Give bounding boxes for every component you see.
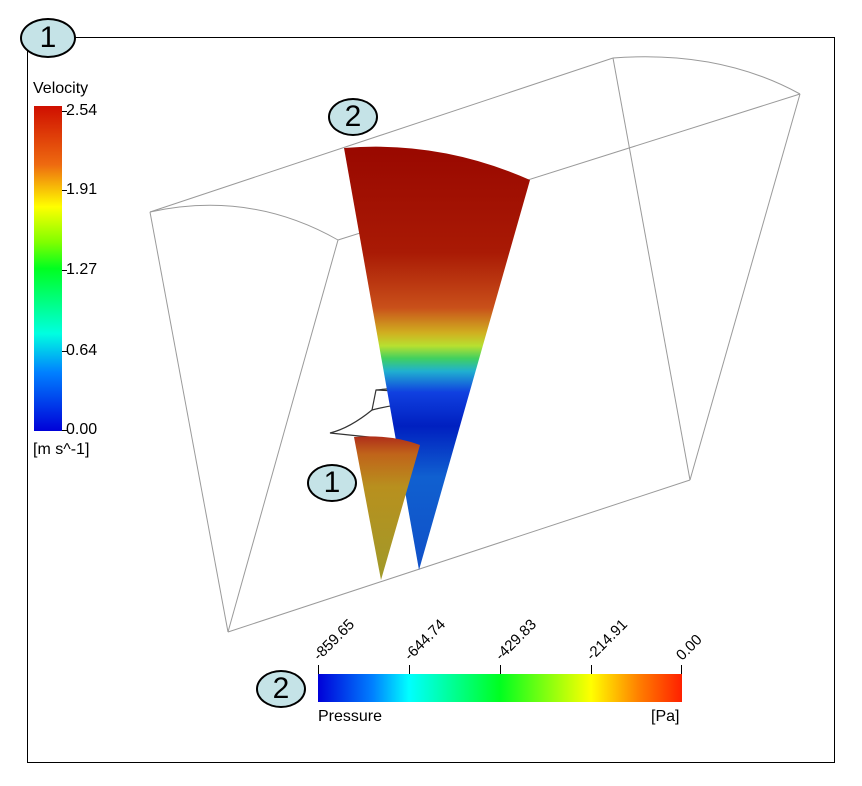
pressure-tick <box>591 665 592 674</box>
velocity-tick <box>62 351 67 352</box>
velocity-legend-title: Velocity <box>33 80 89 97</box>
pressure-tick <box>409 665 410 674</box>
velocity-label: 1.27 <box>66 261 98 278</box>
velocity-label: 0.64 <box>66 342 98 359</box>
velocity-tick <box>62 430 67 431</box>
slice-small <box>354 436 420 580</box>
callout-frame: 1 <box>20 18 76 58</box>
velocity-legend-unit: [m s^-1] <box>33 441 90 458</box>
pressure-tick <box>500 665 501 674</box>
callout-slice-large: 2 <box>328 98 378 136</box>
callout-slice-small: 1 <box>307 464 357 502</box>
pressure-tick <box>318 665 319 674</box>
velocity-tick <box>62 270 67 271</box>
pressure-legend-title: Pressure <box>318 708 383 725</box>
pressure-legend-unit: [Pa] <box>651 708 680 725</box>
pressure-colorbar <box>318 674 682 702</box>
slice-large <box>344 146 530 570</box>
velocity-colorbar <box>34 106 62 431</box>
velocity-label: 2.54 <box>66 102 98 119</box>
figure-frame <box>27 37 835 763</box>
velocity-label: 0.00 <box>66 421 98 438</box>
velocity-tick <box>62 111 67 112</box>
velocity-label: 1.91 <box>66 181 98 198</box>
pressure-tick <box>681 665 682 674</box>
velocity-tick <box>62 190 67 191</box>
callout-pressure-legend: 2 <box>256 670 306 708</box>
